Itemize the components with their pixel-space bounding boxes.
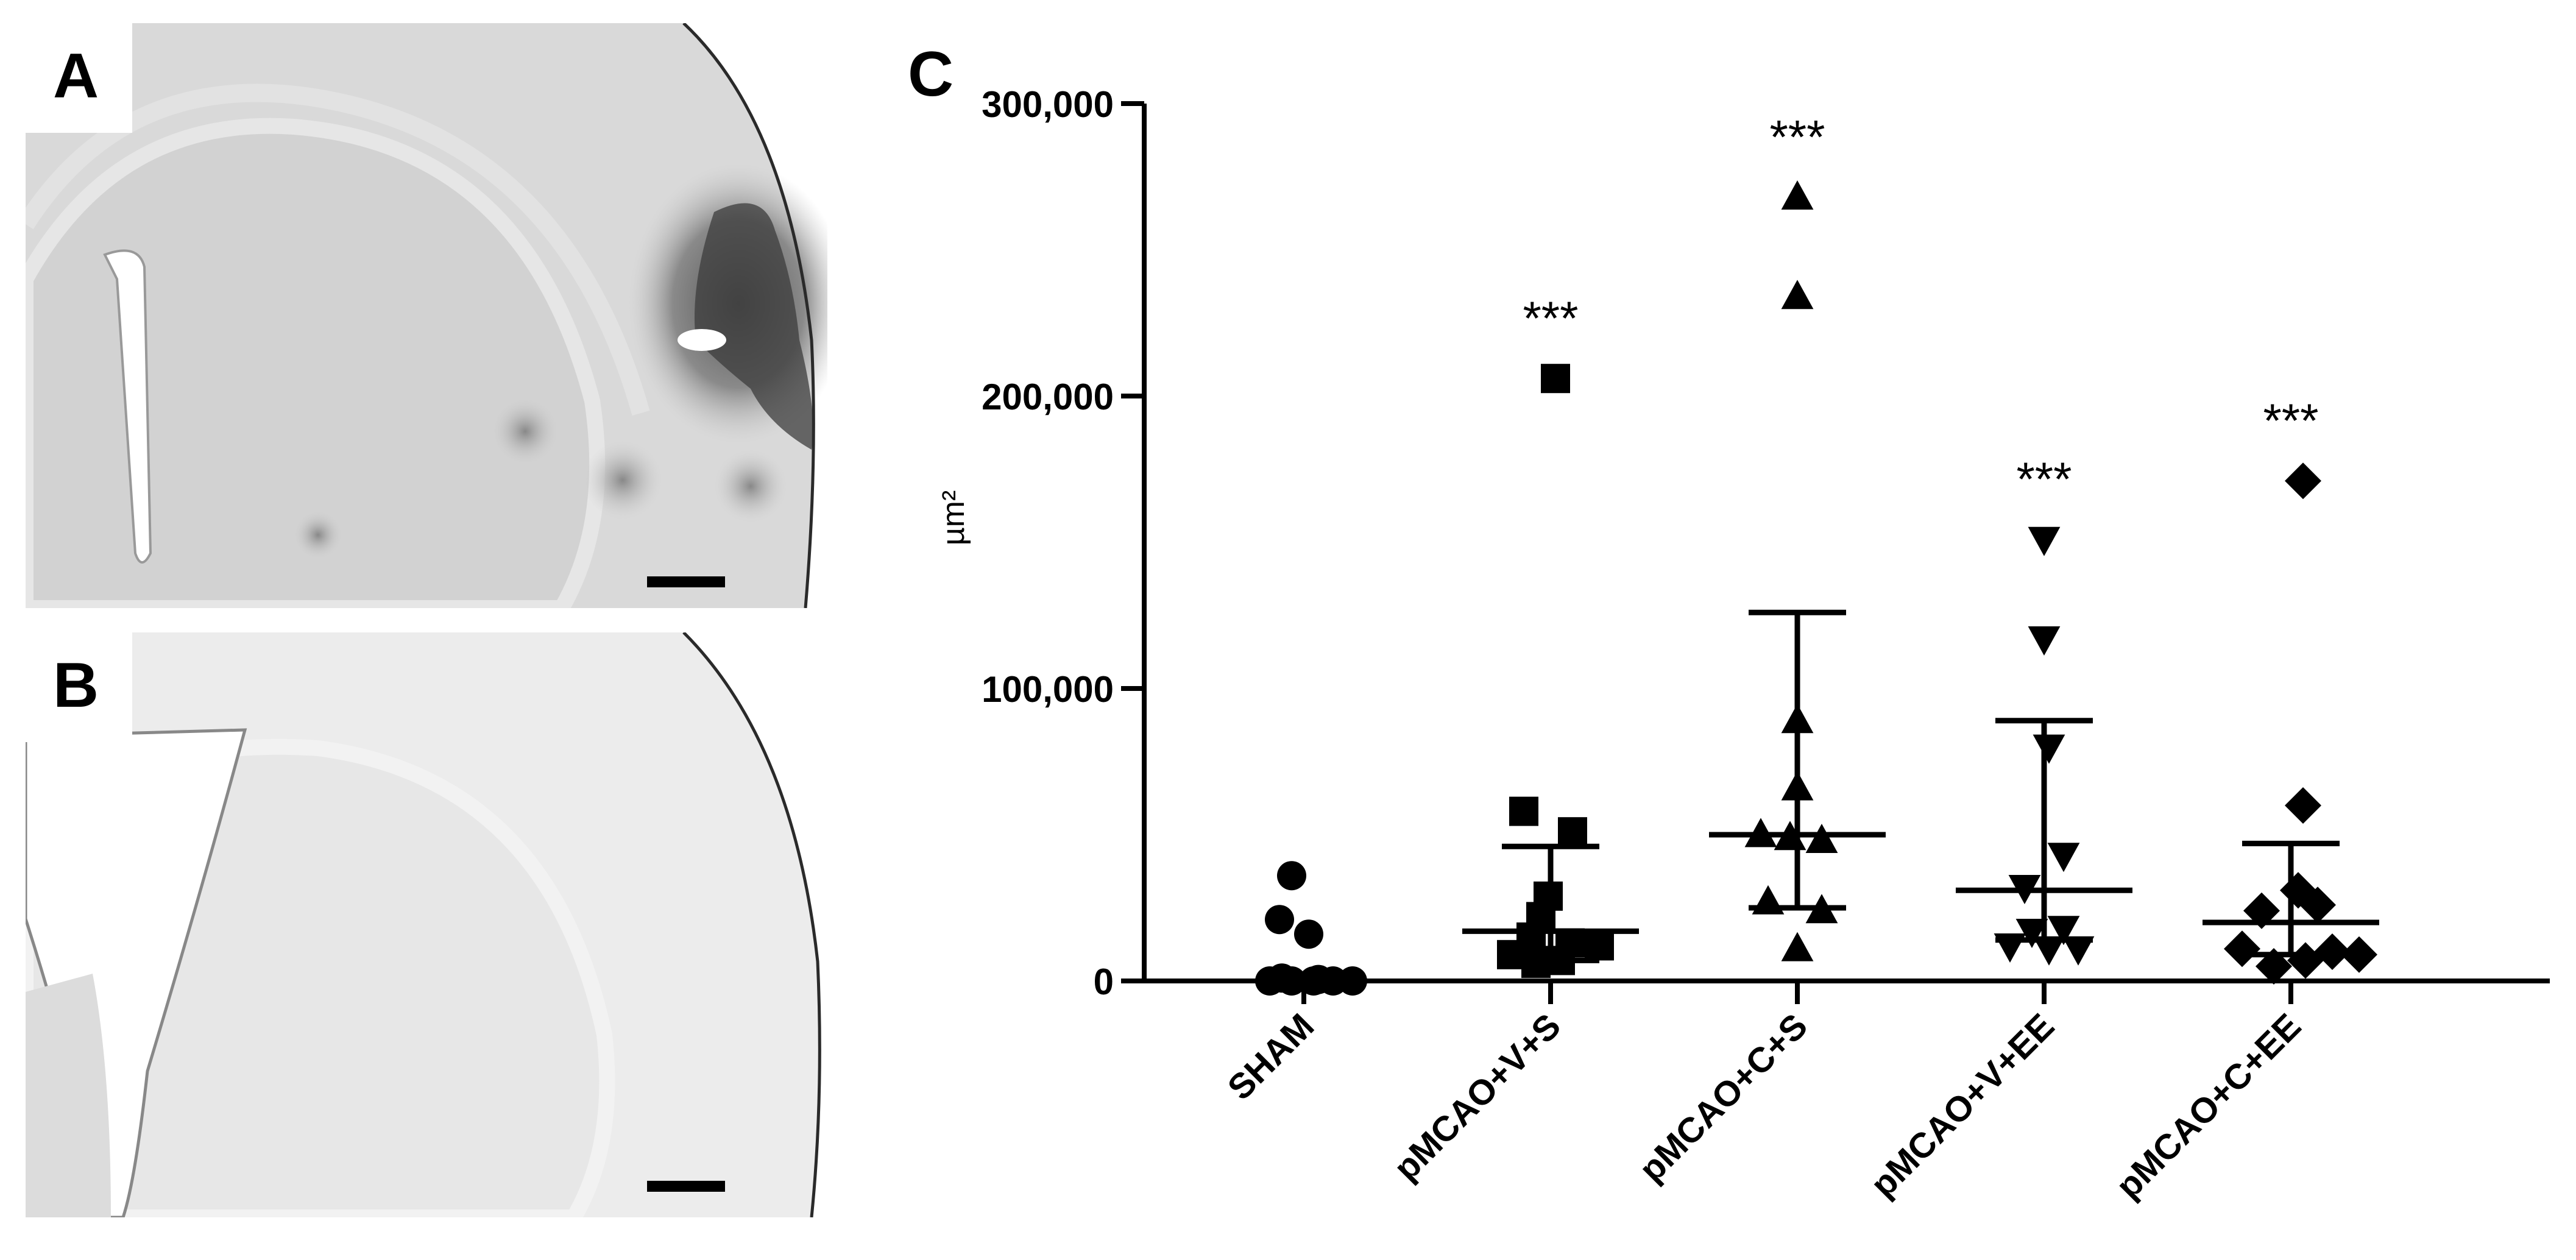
data-point bbox=[1781, 180, 1814, 210]
y-tick-label: 100,000 bbox=[982, 669, 1114, 710]
data-point bbox=[2314, 933, 2351, 970]
data-point bbox=[2047, 843, 2080, 872]
panel-a-label: A bbox=[53, 41, 99, 111]
data-point bbox=[1781, 771, 1814, 801]
data-point bbox=[1994, 933, 2026, 963]
data-point bbox=[1277, 861, 1306, 891]
data-point bbox=[1294, 919, 1323, 949]
data-point bbox=[2028, 626, 2061, 656]
data-point bbox=[1558, 817, 1587, 847]
y-tick-label: 0 bbox=[1094, 961, 1114, 1002]
panel-b-micrograph: B bbox=[26, 632, 827, 1217]
data-point bbox=[1338, 966, 1367, 996]
data-point bbox=[2280, 872, 2316, 909]
data-point bbox=[1744, 818, 1777, 848]
x-tick-label: SHAM bbox=[1220, 1006, 1322, 1108]
data-point bbox=[2243, 892, 2280, 929]
panel-a-micrograph: A bbox=[26, 23, 827, 608]
y-tick-label: 300,000 bbox=[982, 84, 1114, 125]
micrograph-b-image bbox=[26, 632, 827, 1217]
data-point bbox=[1555, 928, 1585, 958]
data-point bbox=[1774, 821, 1806, 851]
significance-label: *** bbox=[2263, 394, 2318, 447]
x-tick-label: pMCAO+V+EE bbox=[1863, 1006, 2062, 1205]
x-tick-label: pMCAO+V+S bbox=[1386, 1006, 1568, 1188]
data-point bbox=[1267, 963, 1297, 993]
panel-b-label: B bbox=[53, 650, 99, 721]
y-tick-label: 200,000 bbox=[982, 377, 1114, 417]
data-point bbox=[2015, 919, 2048, 948]
data-point bbox=[1541, 364, 1570, 394]
data-point bbox=[1752, 885, 1785, 915]
x-tick-label: pMCAO+C+EE bbox=[2109, 1006, 2309, 1206]
data-point bbox=[2256, 948, 2292, 985]
data-point bbox=[1805, 824, 1838, 853]
data-point bbox=[2224, 930, 2260, 968]
data-point bbox=[1781, 280, 1814, 310]
data-point bbox=[2285, 462, 2321, 500]
data-point bbox=[1509, 796, 1538, 826]
data-point bbox=[2341, 936, 2377, 973]
significance-label: *** bbox=[1769, 110, 1825, 164]
x-tick-label: pMCAO+C+S bbox=[1632, 1006, 1815, 1189]
micrograph-a-image bbox=[26, 23, 827, 608]
data-point bbox=[2033, 936, 2065, 966]
significance-label: *** bbox=[2016, 452, 2072, 506]
data-point bbox=[1781, 932, 1814, 961]
panel-c-label: C bbox=[908, 39, 954, 110]
data-point bbox=[2062, 936, 2095, 966]
data-point bbox=[2285, 787, 2321, 824]
data-point bbox=[2028, 526, 2061, 556]
data-point bbox=[2008, 875, 2041, 904]
data-point bbox=[2033, 734, 2065, 764]
data-point bbox=[1534, 881, 1563, 911]
y-axis-label: µm² bbox=[936, 490, 971, 546]
data-point bbox=[1805, 894, 1838, 924]
significance-label: *** bbox=[1523, 291, 1578, 345]
data-point bbox=[1781, 704, 1814, 734]
data-point bbox=[2047, 916, 2080, 946]
data-point bbox=[1585, 931, 1614, 961]
data-point bbox=[1265, 905, 1294, 935]
data-point bbox=[1304, 964, 1333, 994]
